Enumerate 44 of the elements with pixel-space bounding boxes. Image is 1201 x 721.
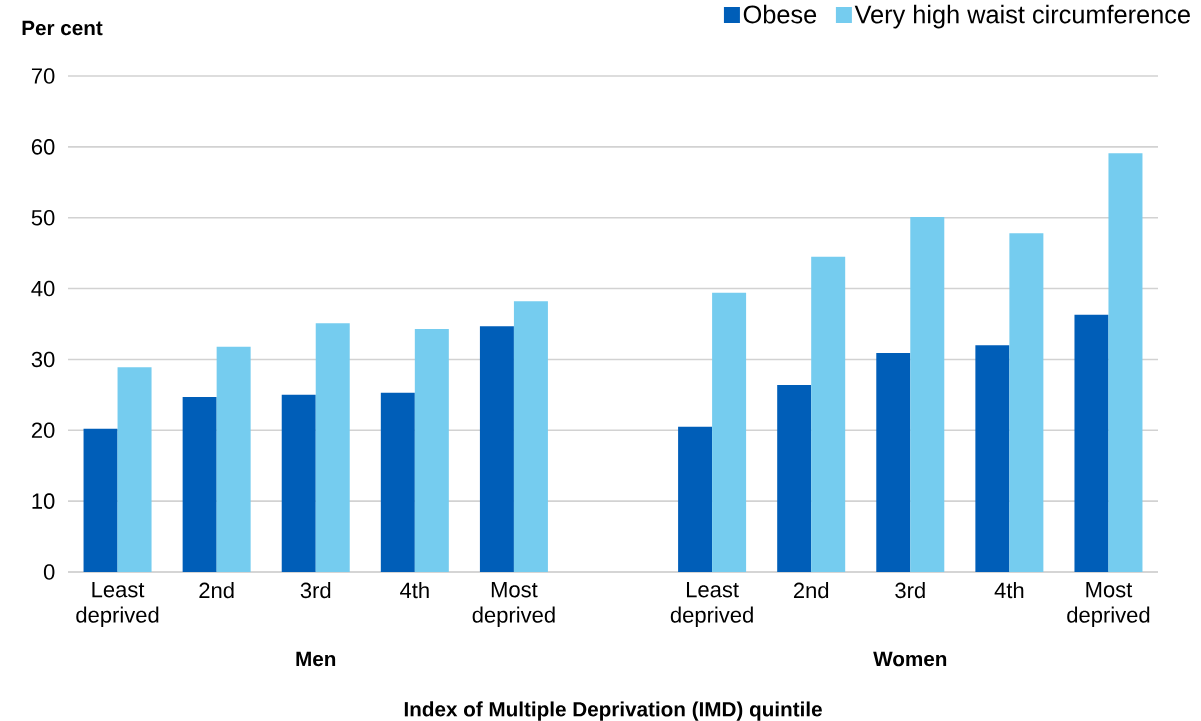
bar [910, 217, 945, 572]
legend-label: Very high waist circumference [854, 4, 1190, 29]
bar [876, 353, 911, 572]
y-tick-label: 60 [31, 139, 55, 155]
x-tick-label: 2nd [793, 582, 829, 599]
bar [975, 345, 1010, 572]
bar [414, 328, 449, 572]
bar [811, 256, 846, 572]
x-tick-label: Least deprived [670, 582, 753, 628]
x-tick-label: 3rd [300, 582, 331, 599]
x-tick-label: Most deprived [472, 582, 555, 628]
bar [678, 426, 713, 572]
x-tick-label: Least deprived [76, 582, 159, 628]
y-tick-label: 0 [43, 564, 55, 580]
x-axis-title: Index of Multiple Deprivation (IMD) quintile [404, 701, 822, 721]
y-tick-label: 50 [31, 209, 55, 226]
bar [281, 394, 316, 572]
y-tick-label: 70 [31, 68, 55, 84]
bar [777, 384, 812, 572]
y-tick-label: 20 [31, 422, 55, 439]
y-axis-title: Per cent [22, 20, 103, 36]
bar [1009, 233, 1044, 572]
text: Men [296, 651, 336, 667]
x-tick-label: 3rd [895, 582, 925, 599]
bar [1108, 153, 1143, 572]
bar [380, 392, 415, 572]
x-tick-label: 4th [400, 582, 429, 599]
bar [315, 323, 350, 572]
x-tick-label: Most deprived [1067, 582, 1150, 628]
bar [1074, 314, 1109, 572]
y-tick-label: 40 [31, 280, 55, 297]
bar [216, 346, 251, 572]
bar [117, 367, 152, 572]
x-tick-label: 2nd [199, 582, 234, 599]
bar [712, 292, 747, 572]
y-tick-label: 30 [31, 351, 55, 368]
bar [479, 326, 514, 572]
text: Women [873, 651, 947, 667]
y-tick-label: 10 [32, 493, 55, 509]
bar [513, 301, 548, 572]
bar [182, 396, 217, 572]
legend-label: Obese [743, 4, 817, 24]
bar [83, 428, 118, 572]
x-tick-label: 4th [994, 582, 1024, 599]
